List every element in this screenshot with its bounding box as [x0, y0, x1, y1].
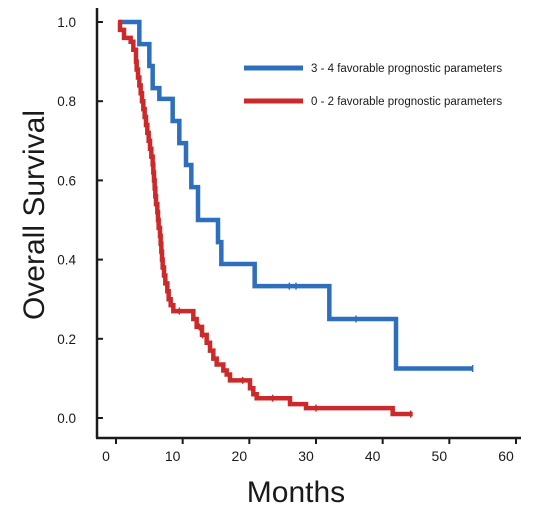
y-tick-label: 0.0 [57, 411, 76, 426]
x-ticks: 0 10 20 30 40 50 60 [102, 438, 517, 464]
x-tick-label: 60 [498, 448, 514, 464]
x-axis-title: Months [247, 476, 345, 508]
x-tick-label: 0 [102, 448, 110, 464]
x-tick-label: 40 [365, 448, 381, 464]
y-tick-label: 1.0 [57, 15, 76, 30]
y-tick-label: 0.2 [57, 332, 76, 347]
y-axis-title: Overall Survival [18, 110, 51, 320]
x-tick-label: 30 [298, 448, 314, 464]
y-tick-label: 0.4 [57, 253, 76, 268]
legend: 3 - 4 favorable prognostic parameters 0 … [244, 63, 502, 108]
y-tick-label: 0.8 [57, 94, 76, 109]
x-tick-label: 10 [165, 448, 181, 464]
legend-label-blue: 3 - 4 favorable prognostic parameters [311, 63, 502, 75]
x-tick-label: 50 [432, 448, 448, 464]
series-line-red [117, 19, 413, 417]
series-layer [117, 19, 474, 418]
y-tick-label: 0.6 [57, 173, 76, 188]
y-ticks: 0.0 0.2 0.4 0.6 0.8 1.0 [57, 15, 103, 426]
legend-label-red: 0 - 2 favorable prognostic parameters [311, 96, 502, 108]
series-line-blue [119, 19, 473, 371]
x-tick-label: 20 [232, 448, 248, 464]
